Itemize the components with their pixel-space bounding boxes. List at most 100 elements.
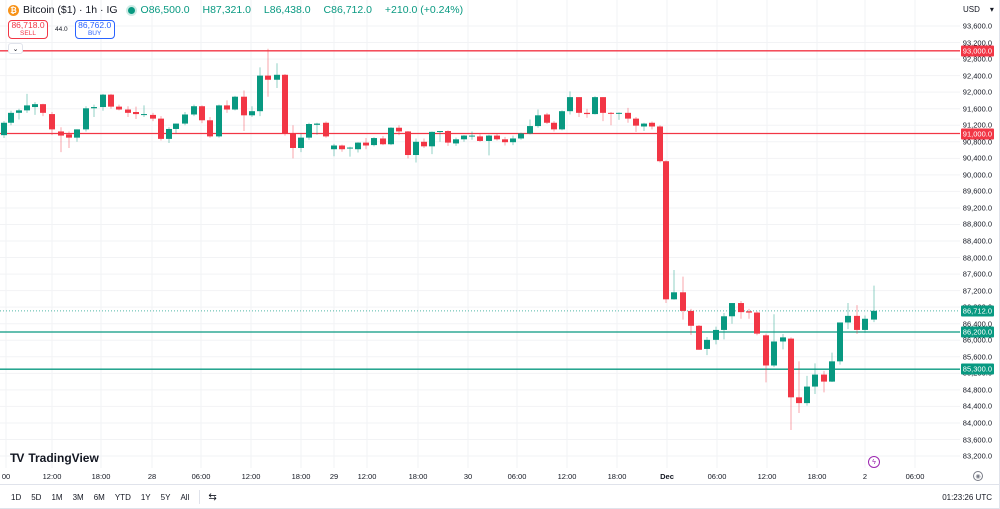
candle[interactable] [388, 127, 394, 145]
candle[interactable] [704, 339, 710, 349]
candle[interactable] [413, 141, 419, 156]
range-6m-button[interactable]: 6M [93, 492, 105, 502]
axis-settings-icon[interactable]: ◉ [973, 471, 983, 481]
candle[interactable] [829, 361, 835, 382]
range-1m-button[interactable]: 1M [51, 492, 63, 502]
candle[interactable] [551, 122, 557, 130]
candle[interactable] [608, 112, 614, 114]
candle[interactable] [510, 138, 516, 143]
candle[interactable] [812, 374, 818, 387]
candle[interactable] [331, 145, 337, 150]
candle[interactable] [461, 135, 467, 140]
price-chart-canvas[interactable] [0, 0, 960, 468]
candle[interactable] [633, 118, 639, 126]
range-1y-button[interactable]: 1Y [140, 492, 151, 502]
candle[interactable] [657, 126, 663, 162]
candle[interactable] [535, 115, 541, 127]
candle[interactable] [265, 75, 271, 80]
candle[interactable] [641, 123, 647, 127]
range-5d-button[interactable]: 5D [31, 492, 42, 502]
candle[interactable] [721, 316, 727, 330]
candle[interactable] [173, 123, 179, 129]
candle[interactable] [649, 122, 655, 127]
candle[interactable] [8, 112, 14, 123]
price-level-label[interactable]: 86,712.0 [960, 305, 994, 317]
candle[interactable] [600, 97, 606, 113]
candle[interactable] [445, 131, 451, 143]
candle[interactable] [306, 123, 312, 138]
candle[interactable] [625, 112, 631, 119]
candle[interactable] [680, 292, 686, 311]
candle[interactable] [688, 310, 694, 326]
candle[interactable] [771, 341, 777, 366]
price-level-label[interactable]: 93,000.0 [960, 45, 994, 57]
utc-clock[interactable]: 01:23:26 UTC [942, 492, 992, 502]
candle[interactable] [559, 111, 565, 130]
candle[interactable] [437, 131, 443, 133]
range-ytd-button[interactable]: YTD [114, 492, 131, 502]
candle[interactable] [32, 104, 38, 108]
candle[interactable] [241, 96, 247, 116]
candle[interactable] [16, 110, 22, 113]
candle[interactable] [24, 105, 30, 111]
candle[interactable] [754, 312, 760, 334]
candle[interactable] [486, 135, 492, 141]
candle[interactable] [40, 104, 46, 113]
candle[interactable] [502, 139, 508, 143]
candle[interactable] [746, 311, 752, 313]
candle[interactable] [363, 142, 369, 146]
candle[interactable] [83, 108, 89, 130]
candle[interactable] [100, 94, 106, 108]
candle[interactable] [780, 337, 786, 342]
candle[interactable] [166, 128, 172, 139]
candle[interactable] [696, 325, 702, 350]
candle[interactable] [207, 120, 213, 137]
candle[interactable] [49, 114, 55, 130]
price-level-label[interactable]: 91,000.0 [960, 128, 994, 139]
candle[interactable] [527, 126, 533, 134]
candle[interactable] [494, 135, 500, 140]
candle[interactable] [158, 118, 164, 139]
candle[interactable] [371, 138, 377, 146]
range-5y-button[interactable]: 5Y [160, 492, 171, 502]
candle[interactable] [298, 137, 304, 148]
candle[interactable] [729, 303, 735, 317]
candle[interactable] [282, 74, 288, 134]
candle[interactable] [469, 135, 475, 137]
candle[interactable] [788, 338, 794, 398]
candle[interactable] [837, 322, 843, 362]
candle[interactable] [257, 75, 263, 112]
candle[interactable] [74, 129, 80, 138]
range-all-button[interactable]: All [180, 492, 190, 502]
candle[interactable] [584, 112, 590, 115]
candle[interactable] [518, 133, 524, 139]
candle[interactable] [429, 131, 435, 147]
candle[interactable] [421, 141, 427, 147]
candle[interactable] [224, 105, 230, 110]
candle[interactable] [738, 303, 744, 313]
candle[interactable] [249, 111, 255, 116]
time-axis[interactable]: 00 12:00 18:00 28 06:00 12:00 18:00 29 12:00 18:0… [0, 470, 960, 484]
symbol-title[interactable]: Bitcoin ($1) · 1h · IG [23, 4, 118, 16]
candle[interactable] [713, 329, 719, 340]
candle[interactable] [663, 161, 669, 300]
candle[interactable] [347, 147, 353, 149]
candle[interactable] [323, 122, 329, 137]
sell-button[interactable]: 86,718.0 SELL [8, 20, 48, 39]
candle[interactable] [314, 123, 320, 125]
candle[interactable] [845, 315, 851, 323]
candle[interactable] [671, 292, 677, 300]
range-1d-button[interactable]: 1D [11, 492, 22, 502]
candle[interactable] [396, 127, 402, 132]
price-level-label[interactable]: 85,300.0 [960, 363, 994, 375]
candle[interactable] [821, 374, 827, 382]
candle[interactable] [274, 74, 280, 80]
candle[interactable] [380, 138, 386, 145]
go-to-date-icon[interactable]: ⇆ [208, 491, 217, 503]
candle[interactable] [133, 112, 139, 115]
candle[interactable] [216, 105, 222, 137]
candle[interactable] [116, 106, 122, 110]
candle[interactable] [1, 122, 7, 136]
candle[interactable] [477, 136, 483, 141]
candle[interactable] [355, 142, 361, 150]
